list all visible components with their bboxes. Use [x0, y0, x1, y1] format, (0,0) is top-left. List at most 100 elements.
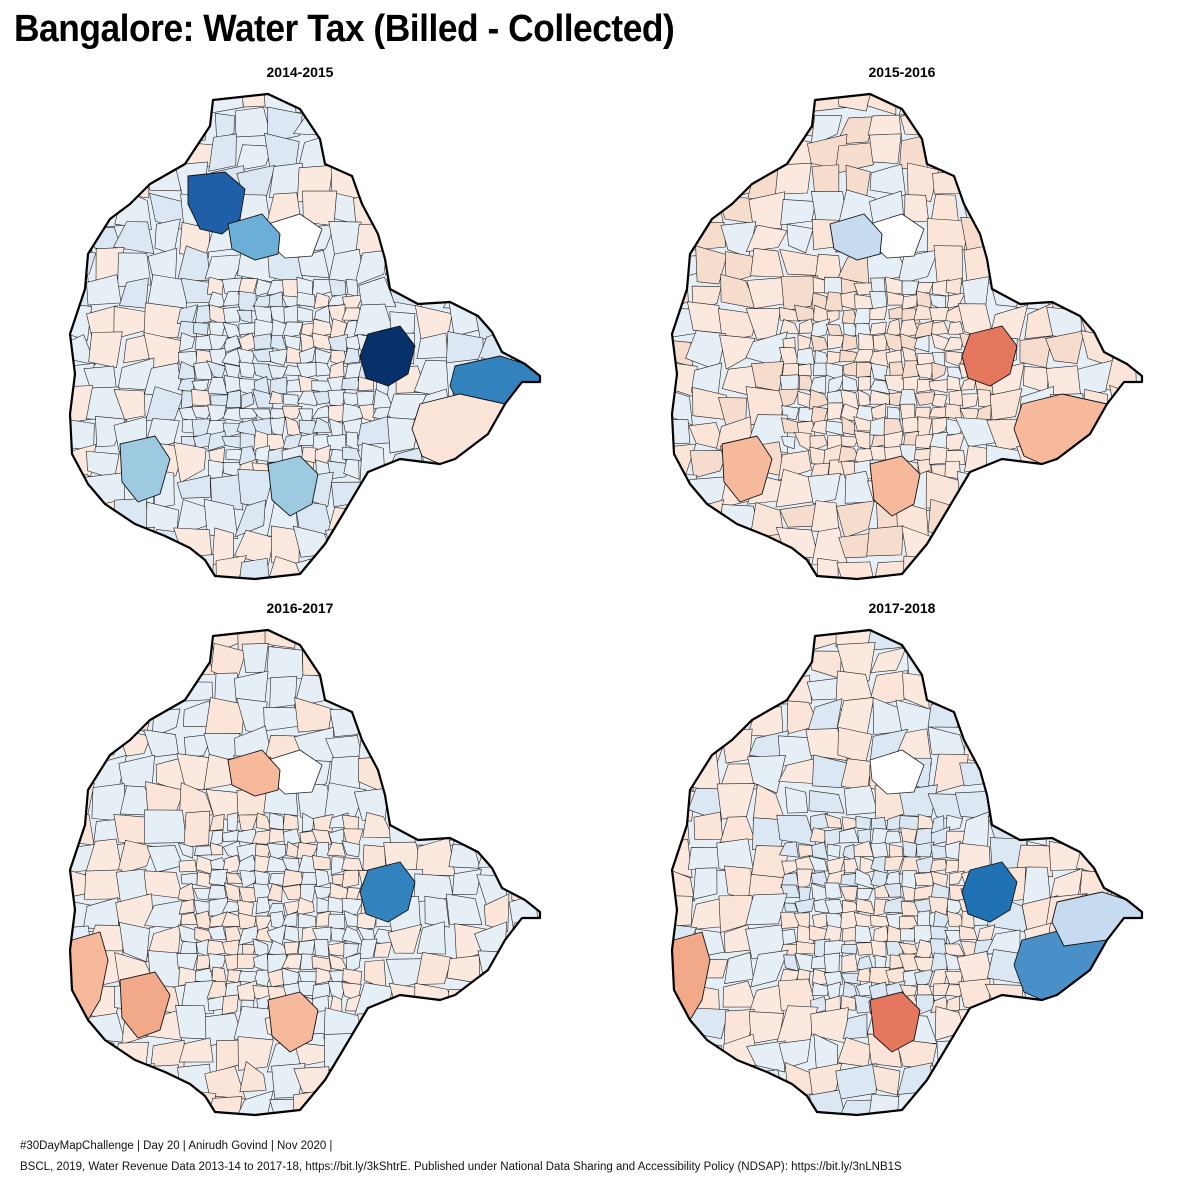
ward: [536, 448, 540, 476]
ward: [179, 332, 196, 352]
ward: [384, 733, 426, 762]
ward: [297, 306, 314, 323]
ward: [504, 733, 540, 764]
ward: [387, 923, 423, 954]
ward: [825, 420, 845, 436]
ward: [672, 135, 696, 168]
ward: [915, 362, 935, 379]
ward: [444, 221, 481, 258]
ward: [931, 416, 950, 436]
ward: [836, 94, 874, 112]
ward: [535, 275, 540, 316]
ward: [687, 646, 728, 679]
ward: [1016, 1033, 1059, 1074]
ward: [720, 1101, 752, 1115]
ward: [687, 94, 719, 117]
ward: [176, 554, 214, 579]
ward: [811, 419, 828, 435]
ward: [986, 94, 1023, 119]
ward: [70, 94, 94, 117]
ward: [784, 902, 798, 912]
ward: [1015, 244, 1058, 284]
ward: [672, 112, 698, 141]
map-panel-2017-2018: 2017-2018: [602, 600, 1200, 1130]
ward: [672, 160, 687, 199]
ward: [1136, 302, 1142, 343]
ward: [1106, 104, 1142, 143]
ward: [143, 137, 186, 164]
ward: [504, 979, 540, 1016]
ward: [838, 1099, 872, 1115]
ward: [1112, 1061, 1142, 1098]
ward: [536, 221, 540, 259]
ward: [897, 249, 939, 285]
ward: [113, 498, 149, 539]
ward: [1106, 417, 1140, 450]
ward: [1109, 301, 1142, 342]
ward: [1108, 227, 1142, 257]
ward: [745, 677, 779, 708]
ward: [84, 94, 125, 115]
ward: [87, 630, 124, 652]
ward: [538, 554, 540, 579]
ward: [70, 191, 90, 220]
ward: [1083, 813, 1116, 850]
ward: [534, 641, 540, 682]
ward: [84, 139, 124, 175]
ward: [957, 640, 999, 676]
ward: [949, 870, 966, 886]
ward: [672, 866, 696, 902]
ward: [70, 553, 97, 579]
ward: [778, 388, 800, 408]
ward: [327, 389, 346, 407]
ward: [925, 105, 961, 143]
ward: [504, 644, 540, 679]
ward: [239, 869, 257, 889]
ward: [175, 1005, 211, 1040]
ward: [204, 697, 246, 738]
ward: [535, 977, 540, 1018]
ward: [1077, 359, 1115, 397]
ward: [452, 868, 482, 895]
ward: [1079, 525, 1119, 561]
ward: [824, 276, 844, 295]
ward: [416, 921, 446, 955]
ward: [1046, 1089, 1088, 1115]
ward: [1146, 480, 1167, 504]
ward: [268, 348, 289, 366]
ward: [1019, 335, 1052, 369]
ward: [387, 417, 420, 454]
ward: [147, 1095, 186, 1115]
ward: [176, 1089, 217, 1115]
ward: [1074, 94, 1119, 118]
ward: [542, 365, 574, 392]
ward: [961, 393, 979, 409]
ward: [672, 1062, 697, 1099]
ward-map: [68, 628, 542, 1117]
ward: [1049, 1005, 1084, 1046]
ward: [296, 291, 316, 308]
ward: [1019, 759, 1051, 795]
ward: [506, 451, 540, 476]
ward: [1109, 530, 1142, 564]
ward: [1017, 1011, 1052, 1038]
ward: [118, 94, 153, 116]
ward: [929, 630, 964, 653]
ward: [857, 388, 871, 407]
ward: [446, 810, 482, 842]
ward: [812, 304, 831, 325]
ward: [901, 294, 919, 311]
ward-south-west: [119, 971, 171, 1039]
ward: [1141, 94, 1142, 118]
footer-source: BSCL, 2019, Water Revenue Data 2013-14 t…: [20, 1161, 902, 1173]
ward: [823, 971, 844, 986]
ward: [144, 630, 180, 655]
ward: [1080, 217, 1118, 255]
ward: [1109, 675, 1142, 708]
ward: [535, 424, 540, 455]
ward: [1050, 474, 1081, 509]
ward: [95, 415, 126, 448]
ward: [672, 227, 693, 253]
ward: [1078, 726, 1110, 760]
ward: [91, 1092, 120, 1115]
